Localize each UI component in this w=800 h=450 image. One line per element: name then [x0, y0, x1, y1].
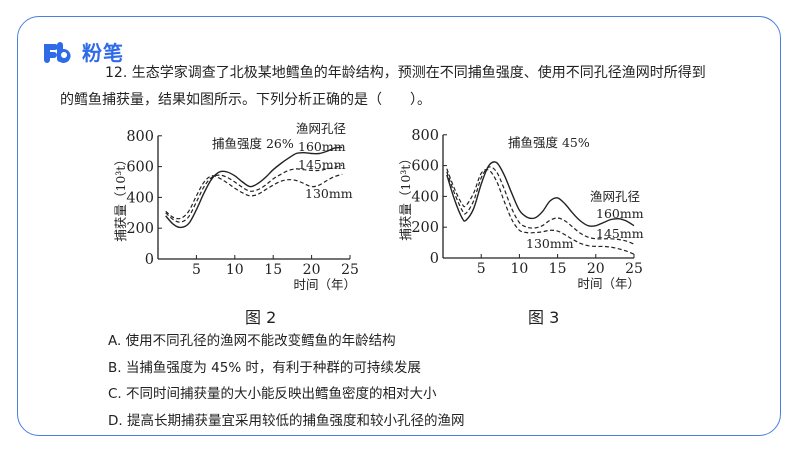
y-tick-label: 0: [430, 251, 439, 267]
y-tick-label: 800: [126, 129, 154, 145]
series-label: 160mm: [298, 139, 346, 154]
series-label: 145mm: [596, 226, 644, 241]
series-line-145mm: [165, 164, 343, 223]
series-line-130mm: [165, 173, 343, 220]
y-tick-label: 600: [126, 160, 154, 176]
option-b[interactable]: B. 当捕鱼强度为 45% 时，有利于种群的可持续发展: [108, 359, 421, 376]
mesh-size-legend-title: 渔网孔径: [590, 189, 640, 204]
series-label: 145mm: [298, 157, 346, 172]
series-label: 130mm: [526, 236, 574, 251]
figure-3-caption: 图 3: [528, 308, 560, 327]
x-tick-label: 10: [510, 261, 528, 277]
option-d[interactable]: D. 提高长期捕获量宜采用较低的捕鱼强度和较小孔径的渔网: [108, 412, 465, 429]
x-axis-label: 时间（年）: [293, 277, 356, 292]
content-frame: [17, 16, 781, 436]
y-axis-label: 捕获量（10³t）: [113, 153, 128, 241]
answer-options: A. 使用不同孔径的渔网不能改变鳕鱼的年龄结构 B. 当捕鱼强度为 45% 时，…: [108, 328, 464, 434]
x-tick-label: 25: [341, 262, 359, 278]
brand-name: 粉笔: [82, 41, 124, 65]
y-tick-label: 200: [411, 220, 439, 236]
series-label: 130mm: [305, 186, 353, 201]
series-label: 160mm: [596, 206, 644, 221]
series-line-160mm: [165, 146, 343, 229]
x-tick-label: 5: [192, 262, 201, 278]
y-tick-label: 800: [411, 128, 439, 144]
option-a[interactable]: A. 使用不同孔径的渔网不能改变鳕鱼的年龄结构: [108, 333, 396, 349]
y-tick-label: 400: [411, 189, 439, 205]
x-tick-label: 20: [587, 261, 605, 277]
figure-2-caption: 图 2: [245, 308, 277, 327]
y-tick-label: 200: [126, 221, 154, 237]
x-tick-label: 20: [303, 262, 321, 278]
question-line-2: 的鳕鱼捕获量，结果如图所示。下列分析正确的是（ ）。: [60, 92, 431, 108]
option-c[interactable]: C. 不同时间捕获量的大小能反映出鳕鱼密度的相对大小: [108, 386, 437, 402]
x-axis-label: 时间（年）: [577, 276, 640, 291]
fenbi-logo-icon: [44, 41, 71, 63]
x-tick-label: 15: [549, 261, 567, 277]
x-tick-label: 25: [625, 261, 643, 277]
y-axis-label: 捕获量（10³t）: [398, 152, 413, 240]
mesh-size-legend-title: 渔网孔径: [296, 121, 346, 136]
x-tick-label: 10: [226, 262, 244, 278]
x-tick-label: 15: [264, 262, 282, 278]
question-stem: 12. 生态学家调查了北极某地鳕鱼的年龄结构，预测在不同捕鱼强度、使用不同孔径渔…: [60, 60, 760, 114]
y-tick-label: 0: [145, 252, 154, 268]
y-tick-label: 600: [411, 159, 439, 175]
series-line-130mm: [446, 168, 635, 255]
fishing-intensity-annotation: 捕鱼强度 45%: [508, 135, 590, 150]
y-tick-label: 400: [126, 190, 154, 206]
x-tick-label: 5: [477, 261, 486, 277]
brand-logo: 粉笔: [42, 37, 124, 66]
question-line-1: 12. 生态学家调查了北极某地鳕鱼的年龄结构，预测在不同捕鱼强度、使用不同孔径渔…: [105, 65, 706, 81]
fishing-intensity-annotation: 捕鱼强度 26%: [212, 136, 294, 151]
series-line-160mm: [446, 161, 635, 227]
